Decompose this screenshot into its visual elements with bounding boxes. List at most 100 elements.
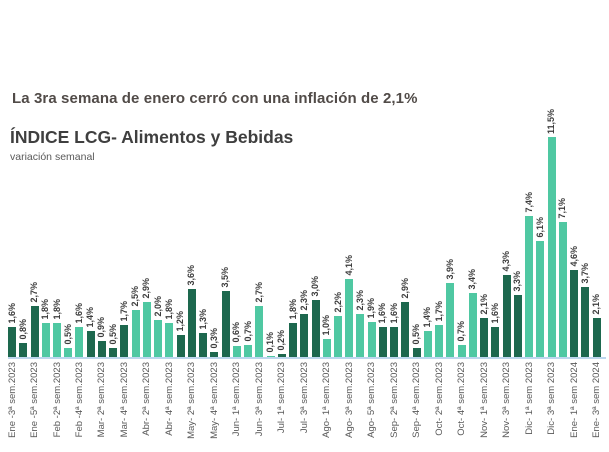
bar-value-label: 2,3% (354, 290, 365, 311)
x-axis-tick-label: Dic- 3ª sem 2023 (546, 362, 557, 435)
x-axis-tick-label: Oct- 4ª sem.2023 (456, 362, 468, 436)
bar (199, 333, 208, 358)
x-axis-tick-label: Mar- 2ª sem.2023 (96, 362, 108, 438)
x-axis-tick-label: Dic- 1ª sem 2023 (523, 362, 535, 435)
bar-value-label: 0,5% (107, 324, 118, 345)
bar-value-label: 2,7% (253, 282, 264, 303)
bar-value-label: 1,9% (366, 298, 377, 319)
bar-value-label: 2,1% (591, 294, 601, 315)
bar-value-label: 1,2% (175, 311, 186, 332)
x-axis-tick-label: Ago- 5ª sem.2023 (366, 362, 378, 438)
bar (154, 320, 163, 358)
bar (232, 346, 241, 358)
bar (244, 345, 252, 358)
x-axis-tick-label: Ago- 1ª sem.2023 (321, 362, 333, 438)
bar (8, 327, 16, 358)
bar (367, 322, 376, 358)
bar (221, 291, 230, 358)
bar-value-label: 2,7% (29, 282, 39, 303)
bar-value-label: 0,9% (96, 317, 107, 338)
x-axis-tick-label: Jun- 1ª sem.2023 (231, 362, 243, 437)
bar-value-label: 0,7% (242, 321, 253, 342)
x-axis-tick-label: Ene- 1ª sem 2024 (568, 362, 580, 438)
bar-value-label: 0,2% (276, 330, 287, 351)
bar-value-label: 1,6% (489, 303, 500, 324)
x-axis-tick-label: Nov- 3ª sem.2023 (501, 362, 513, 438)
bar-value-label: 0,6% (231, 322, 242, 343)
bar-value-label: 7,1% (557, 198, 568, 219)
bar (457, 345, 466, 358)
bar (187, 289, 196, 358)
bar-value-label: 11,5% (546, 108, 556, 134)
bar-value-label: 2,0% (152, 296, 163, 317)
bar-value-label: 0,5% (411, 324, 422, 345)
bar-value-label: 2,3% (298, 290, 309, 311)
bar (255, 306, 264, 358)
bar (120, 325, 129, 358)
bar (322, 339, 331, 358)
chart-title: ÍNDICE LCG- Alimentos y Bebidas (10, 127, 294, 147)
bar-value-label: 4,3% (501, 251, 512, 272)
bar (131, 310, 140, 358)
bar (423, 331, 432, 358)
bar (592, 318, 601, 358)
bar (53, 323, 61, 358)
bar-value-label: 3,9% (444, 259, 455, 280)
bar-value-label: 1,0% (321, 315, 332, 336)
bar (86, 331, 95, 358)
chart-subtitle: variación semanal (10, 151, 95, 163)
x-axis-tick-label: Sep- 2ª sem.2023 (388, 362, 400, 438)
bar-value-label: 2,9% (399, 278, 410, 299)
bar (165, 323, 174, 358)
bar (491, 327, 500, 358)
x-axis-tick-label: Feb -4ª sem.2023 (73, 362, 85, 438)
bar-value-label: 0,3% (208, 328, 219, 349)
bar-value-label: 4,6% (568, 246, 579, 267)
bar-value-label: 3,7% (579, 263, 590, 284)
bar (525, 216, 533, 358)
bar-value-label: 1,4% (85, 307, 96, 328)
bar (300, 314, 309, 358)
x-axis-tick-label: Abr- 4ª sem.2023 (163, 362, 175, 436)
bar-value-label: 1,8% (287, 299, 298, 320)
bar (142, 302, 151, 358)
bar-value-label: 1,8% (40, 299, 51, 320)
x-axis-tick-label: Feb -2ª sem.2023 (51, 362, 63, 438)
x-axis-tick-label: Ago- 3ª sem.2023 (343, 362, 355, 438)
bar (480, 318, 489, 358)
bar (289, 323, 297, 358)
bar-value-label: 3,5% (220, 267, 231, 288)
x-axis-tick-label: Mar- 4ª sem.2023 (118, 362, 130, 438)
bar (109, 348, 118, 358)
x-axis-tick-label: Jul- 1ª sem.2023 (276, 362, 288, 434)
bar (435, 325, 444, 358)
chart-headline: La 3ra semana de enero cerró con una inf… (12, 90, 418, 107)
bar (75, 327, 84, 358)
bar-value-label: 1,7% (118, 301, 129, 322)
x-axis-tick-label: May- 4ª sem.2023 (208, 362, 220, 439)
x-axis-tick-label: Ene -5ª sem.2023 (29, 362, 40, 438)
bar-value-label: 3,4% (467, 269, 478, 290)
bar-value-label: 1,3% (197, 309, 208, 330)
bar-value-label: 1,7% (433, 301, 444, 322)
bar-value-label: 1,6% (73, 303, 84, 324)
bar (401, 302, 410, 358)
bar (210, 352, 219, 358)
bar (30, 306, 39, 358)
bar (378, 327, 387, 358)
x-axis-tick-label: Ene -3ª sem.2023 (6, 362, 18, 438)
bar (277, 354, 286, 358)
bar-value-label: 2,9% (141, 278, 152, 299)
bar (41, 323, 50, 358)
bar-value-label: 7,4% (523, 192, 534, 213)
bar (446, 283, 455, 358)
bar (513, 295, 522, 358)
bar-value-label: 1,8% (51, 299, 62, 320)
x-axis-tick-label: Jul- 3ª sem.2023 (298, 362, 310, 434)
bar (581, 287, 590, 358)
x-axis-line (8, 357, 606, 359)
bar (570, 270, 578, 358)
bar (311, 300, 320, 358)
x-axis-tick-label: May- 2ª sem.2023 (186, 362, 198, 439)
